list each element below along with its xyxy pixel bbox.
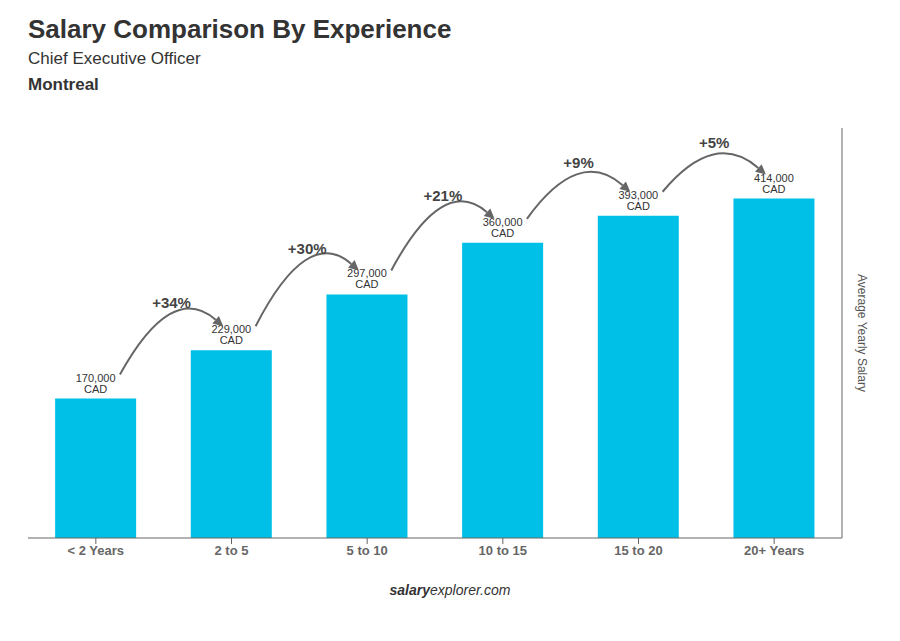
svg-text:20+ Years: 20+ Years <box>744 543 804 558</box>
svg-text:360,000CAD: 360,000CAD <box>483 216 523 239</box>
html-text:salary explorer.com: salary explorer.com <box>389 582 511 598</box>
svg-text:15 to 20: 15 to 20 <box>614 543 662 558</box>
svg-text:+30%: +30% <box>288 240 327 257</box>
svg-text:10 to 15: 10 to 15 <box>479 543 527 558</box>
svg-text:393,000CAD: 393,000CAD <box>618 189 658 212</box>
svg-text:5 to 10: 5 to 10 <box>347 543 388 558</box>
svg-text:+21%: +21% <box>424 187 463 204</box>
svg-text:229,000CAD: 229,000CAD <box>211 323 251 346</box>
svg-text:170,000CAD: 170,000CAD <box>76 372 116 395</box>
svg-text:+5%: +5% <box>699 134 729 151</box>
svg-text:414,000CAD: 414,000CAD <box>754 172 794 195</box>
svg-text:+34%: +34% <box>152 294 191 311</box>
svg-text:+9%: +9% <box>563 154 593 171</box>
svg-text:Average Yearly Salary: Average Yearly Salary <box>855 274 869 392</box>
html-text:Salary Comparison By Experienc: Salary Comparison By Experience <box>28 14 452 44</box>
svg-text:297,000CAD: 297,000CAD <box>347 267 387 290</box>
svg-text:2 to 5: 2 to 5 <box>215 543 249 558</box>
html-text:Montreal: Montreal <box>28 75 99 94</box>
svg-text:< 2 Years: < 2 Years <box>68 543 125 558</box>
html-text:Chief Executive Officer: Chief Executive Officer <box>28 49 201 68</box>
